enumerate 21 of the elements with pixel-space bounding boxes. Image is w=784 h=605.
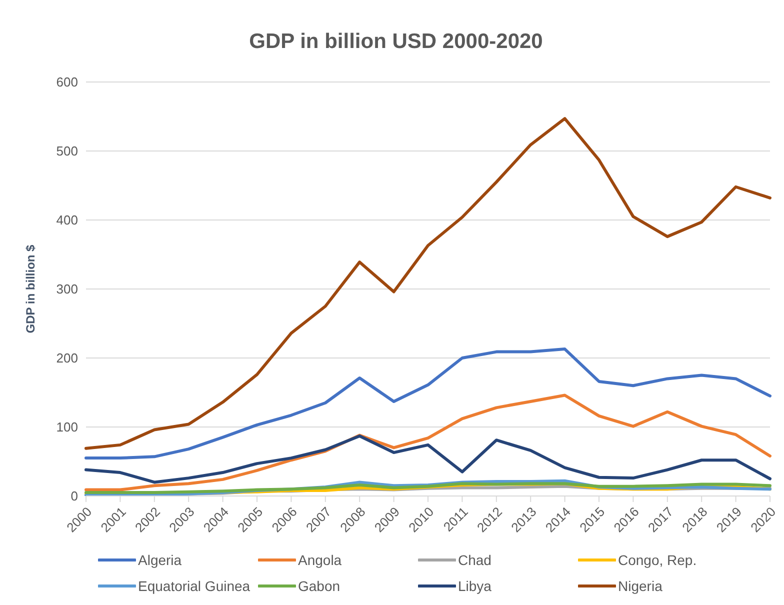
legend-label: Libya (458, 578, 492, 594)
chart-title: GDP in billion USD 2000-2020 (248, 29, 544, 55)
y-tick-label: 0 (70, 488, 78, 504)
line-series (84, 434, 772, 484)
legend-label: Nigeria (618, 578, 662, 594)
y-axis-title: GDP in billion $ (23, 244, 38, 334)
line-series (84, 348, 772, 460)
legend-label: Gabon (298, 578, 340, 594)
y-tick-label: 100 (56, 420, 78, 435)
y-tick-label: 500 (56, 144, 78, 159)
legend-label: Congo, Rep. (618, 552, 697, 568)
line-series (84, 394, 772, 492)
y-tick-label: 400 (56, 212, 78, 228)
legend-label: Angola (298, 552, 342, 568)
legend-label: Algeria (138, 552, 182, 568)
y-tick-label: 600 (56, 74, 78, 90)
legend-label: Equatorial Guinea (138, 578, 250, 594)
legend-label: Chad (458, 552, 492, 568)
line-series (84, 117, 772, 450)
y-tick-label: 300 (56, 282, 78, 297)
y-tick-label: 200 (56, 350, 78, 366)
